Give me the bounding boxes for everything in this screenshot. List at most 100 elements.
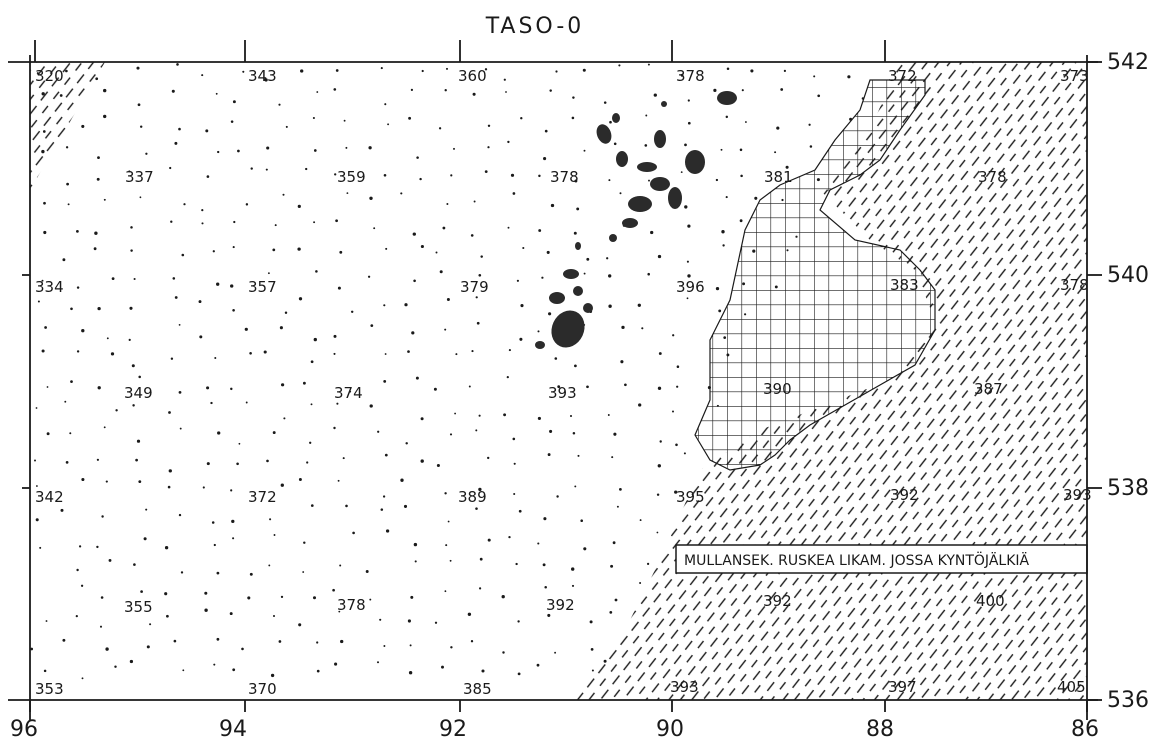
stipple-dot (140, 590, 143, 593)
stipple-dot (586, 385, 589, 389)
stipple-dot (659, 440, 662, 443)
stipple-dot (414, 560, 417, 563)
stipple-dot (809, 145, 813, 148)
stipple-dot (721, 230, 725, 234)
stone (717, 91, 737, 105)
stipple-dot (657, 464, 661, 468)
stipple-dot (229, 612, 233, 616)
stipple-dot (571, 567, 575, 571)
y-axis-labels: 542 540 538 536 (1107, 50, 1149, 713)
stipple-dot (574, 364, 577, 368)
cell-value: 360 (458, 67, 487, 85)
stipple-dot (576, 207, 580, 211)
stipple-dot (557, 385, 561, 389)
stipple-dot (573, 231, 577, 235)
stipple-dot (217, 150, 220, 154)
stipple-dot (413, 279, 416, 283)
stipple-dot (164, 592, 168, 596)
stipple-dot (199, 335, 203, 339)
stipple-dot (312, 116, 315, 120)
stipple-dot (303, 541, 306, 544)
stipple-dot (487, 538, 491, 542)
stipple-dot (128, 170, 131, 173)
stipple-dot (444, 89, 447, 92)
stipple-dot (216, 637, 220, 641)
stipple-dot (676, 385, 679, 388)
stipple-dot (166, 614, 169, 618)
stipple-dot (198, 300, 202, 304)
cell-value: 397 (888, 678, 917, 696)
stipple-dot (444, 492, 447, 495)
stipple-dot (106, 337, 109, 340)
map-frame (8, 55, 1098, 720)
stipple-dot (583, 149, 586, 152)
stipple-dot (236, 462, 239, 466)
stone (628, 196, 652, 212)
stipple-dot (606, 257, 609, 260)
stipple-dot (201, 74, 204, 77)
stipple-dot (475, 429, 478, 432)
stipple-dot (43, 669, 47, 673)
stipple-dot (267, 272, 270, 275)
stipple-dot (137, 103, 141, 107)
stipple-dot (128, 338, 131, 341)
stipple-dot (475, 296, 478, 299)
stipple-dot (302, 571, 305, 573)
stipple-dot (449, 559, 452, 562)
stipple-dot (537, 330, 540, 333)
stipple-dot (80, 584, 84, 587)
stipple-dot (446, 203, 449, 205)
stipple-dot (111, 277, 115, 280)
stipple-dot (35, 485, 38, 487)
stipple-dot (297, 247, 301, 251)
stipple-dot (618, 64, 621, 67)
stipple-dot (238, 442, 241, 445)
stipple-dot (656, 493, 660, 496)
stipple-dot (438, 127, 442, 130)
stipple-dot (410, 88, 414, 92)
stipple-dot (94, 231, 98, 235)
stipple-dot (686, 297, 689, 300)
cell-value: 353 (35, 680, 64, 698)
stipple-dot (400, 192, 403, 195)
stipple-dot (484, 68, 488, 71)
stipple-dot (249, 352, 252, 355)
stipple-dot (265, 168, 268, 171)
stipple-dot (81, 124, 85, 128)
stipple-dot (512, 437, 516, 441)
stipple-dot (725, 196, 728, 199)
stipple-dot (407, 619, 411, 623)
stipple-dot (538, 229, 542, 232)
stone (535, 341, 545, 349)
stipple-dot (313, 337, 317, 342)
stipple-dot (145, 152, 148, 155)
stipple-dot (216, 282, 220, 286)
stipple-dot (444, 590, 447, 593)
stipple-dot (591, 669, 594, 672)
stipple-dot (383, 304, 386, 307)
stipple-dot (754, 196, 758, 200)
stipple-dot (350, 310, 354, 314)
stipple-dot (639, 582, 642, 584)
stipple-dot (453, 147, 455, 150)
stipple-dot (387, 123, 390, 126)
stipple-dot (419, 177, 422, 181)
stipple-dot (35, 407, 38, 409)
stipple-dot (172, 277, 176, 280)
stipple-dot (687, 99, 690, 102)
cell-value: 337 (125, 168, 154, 186)
stipple-dot (145, 508, 148, 511)
stipple-dot (105, 647, 109, 651)
stipple-dot (555, 70, 558, 73)
legend-note-box (675, 544, 1088, 574)
stipple-dot (513, 462, 516, 465)
stipple-dot (470, 234, 474, 237)
stipple-dot (650, 230, 654, 235)
stipple-dot (149, 623, 152, 626)
stipple-dot (583, 272, 586, 275)
stipple-dot (536, 663, 540, 667)
stipple-dot (607, 414, 610, 416)
stipple-dot (611, 456, 614, 459)
stipple-dot (657, 254, 662, 259)
cell-value: 405 (1057, 678, 1086, 696)
